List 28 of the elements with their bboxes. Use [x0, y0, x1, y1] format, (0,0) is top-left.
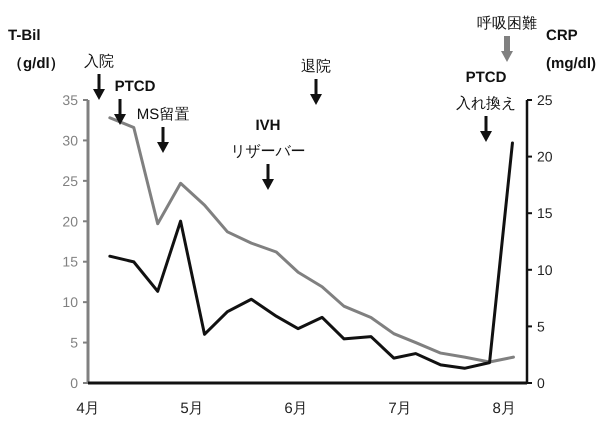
- annotation: MS留置: [136, 106, 190, 123]
- y-tick-label: 10: [62, 294, 78, 310]
- y-tick-label: 5: [70, 334, 78, 351]
- y2-tick-label: 20: [537, 148, 553, 165]
- y-axis-title: T-Bil （g/dl）: [8, 27, 65, 72]
- y2-axis-title: CRP (mg/dl): [546, 27, 596, 72]
- y-tick-label: 15: [62, 254, 78, 270]
- x-tick-label: 5月: [180, 400, 204, 417]
- annotation: PTCD 入れ換え: [456, 69, 516, 112]
- x-tick-label: 7月: [388, 400, 412, 417]
- y2-tick-label: 15: [537, 205, 553, 222]
- y2-tick-label: 25: [537, 92, 553, 108]
- y2-tick-label: 10: [537, 262, 553, 278]
- x-tick-label: 4月: [76, 400, 100, 417]
- text: 退院: [301, 58, 331, 75]
- y2-tick-label: 5: [537, 318, 545, 334]
- y-tick-label: 20: [62, 213, 78, 230]
- x-tick-label: 8月: [492, 400, 516, 417]
- text: 入院: [84, 53, 114, 70]
- text: 呼吸困難: [477, 15, 537, 32]
- x-tick-label: 6月: [284, 400, 308, 417]
- y-tick-label: 30: [62, 132, 78, 148]
- y-tick-label: 25: [62, 172, 78, 189]
- text: PTCD: [114, 78, 156, 95]
- y2-tick-label: 0: [537, 375, 545, 391]
- y-tick-label: 35: [62, 92, 78, 108]
- annotation: IVH リザーバー: [230, 117, 306, 160]
- y-tick-label: 0: [70, 375, 78, 391]
